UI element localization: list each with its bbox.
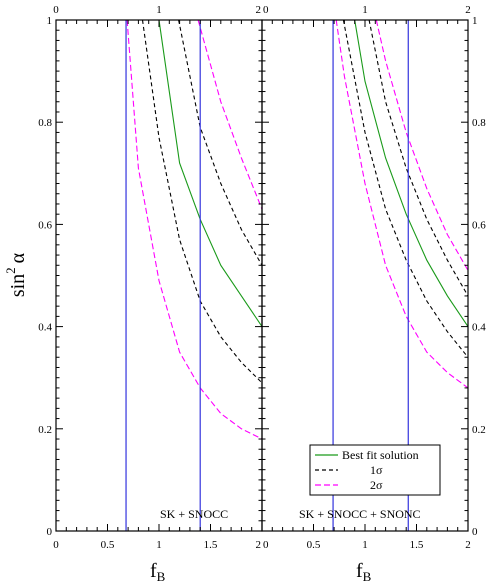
y-tick-label-left-2: 0.4: [38, 322, 52, 334]
x-top-tick-label-right-2: 2: [465, 4, 471, 16]
y-axis-label-greek: α: [7, 252, 29, 263]
y-tick-label-left-0: 0: [47, 526, 53, 538]
x-axis-label-right: fB: [356, 560, 372, 584]
x-top-tick-label-left-1: 1: [156, 4, 162, 16]
panel-left: 0 0.5 1 1.5 20 1 200.20.40.60.81 SK + SNOCC: [38, 4, 263, 551]
y-tick-label-right-1: 0.2: [472, 424, 486, 436]
series-layer-right: [335, 19, 469, 389]
x-axis-label-right-sub: B: [363, 569, 372, 584]
x-tick-label-left-4: 2: [256, 539, 262, 551]
legend-label-1sigma: 1σ: [370, 463, 383, 477]
legend-label-1sigma-sym: σ: [376, 463, 383, 477]
series-left-two_sigma-3: [197, 19, 263, 210]
series-right-two_sigma-4: [335, 19, 469, 389]
series-right-best-0: [354, 19, 469, 327]
x-tick-label-left-2: 1: [156, 539, 162, 551]
x-tick-label-right-3: 1.5: [410, 539, 424, 551]
x-tick-label-left-0: 0: [53, 539, 59, 551]
series-left-best-0: [158, 19, 263, 327]
x-axis-label-left-sub: B: [157, 569, 166, 584]
x-tick-label-right-0: 0: [263, 539, 269, 551]
y-tick-label-right-2: 0.4: [472, 322, 486, 334]
x-top-tick-label-right-0: 0: [263, 4, 269, 16]
y-tick-label-left-4: 0.8: [38, 117, 52, 129]
x-axis-label-left-main: f: [150, 560, 157, 582]
y-tick-label-left-5: 1: [47, 15, 53, 27]
x-tick-label-right-2: 1: [362, 539, 368, 551]
y-tick-label-right-3: 0.6: [472, 219, 486, 231]
series-right-one_sigma-1: [368, 19, 469, 297]
y-axis-label-sup: 2: [3, 267, 18, 274]
x-axis-label-right-main: f: [356, 560, 363, 582]
tick-layer-left: 0 0.5 1 1.5 20 1 200.20.40.60.81: [38, 4, 263, 551]
panel-label-right: SK + SNOCC + SNONC: [299, 507, 421, 521]
x-tick-label-left-1: 0.5: [101, 539, 115, 551]
series-left-one_sigma-1: [178, 19, 263, 266]
series-left-one_sigma-2: [141, 19, 263, 384]
vline-layer-left: [125, 20, 201, 531]
series-left-two_sigma-4: [126, 19, 263, 440]
x-axis-label-left: fB: [150, 560, 166, 584]
panel-label-left: SK + SNOCC: [160, 507, 228, 521]
legend: Best fit solution 1σ 2σ: [309, 444, 441, 496]
plot-frame-left: [55, 19, 263, 532]
x-tick-label-right-1: 0.5: [307, 539, 321, 551]
x-tick-label-right-4: 2: [465, 539, 471, 551]
y-tick-label-right-0: 0: [472, 526, 478, 538]
x-top-tick-label-left-0: 0: [53, 4, 59, 16]
tick-layer-right: 0 0.5 1 1.5 20 1 200.20.40.60.81: [261, 4, 486, 551]
y-tick-label-right-5: 1: [472, 15, 478, 27]
y-tick-label-left-3: 0.6: [38, 219, 52, 231]
y-axis-label: sin2 α: [3, 252, 29, 297]
series-right-two_sigma-3: [375, 19, 469, 271]
legend-label-2sigma-num: 2: [370, 478, 376, 492]
x-top-tick-label-left-2: 2: [256, 4, 262, 16]
series-right-one_sigma-2: [342, 19, 469, 358]
legend-label-2sigma: 2σ: [370, 478, 383, 492]
series-layer-left: [126, 19, 263, 440]
y-tick-label-left-1: 0.2: [38, 424, 52, 436]
y-axis-label-main: sin: [7, 274, 29, 297]
legend-label-1sigma-num: 1: [370, 463, 376, 477]
x-tick-label-left-3: 1.5: [204, 539, 218, 551]
x-top-tick-label-right-1: 1: [362, 4, 368, 16]
legend-label-best: Best fit solution: [342, 448, 419, 462]
y-tick-label-right-4: 0.8: [472, 117, 486, 129]
legend-label-2sigma-sym: σ: [376, 478, 383, 492]
